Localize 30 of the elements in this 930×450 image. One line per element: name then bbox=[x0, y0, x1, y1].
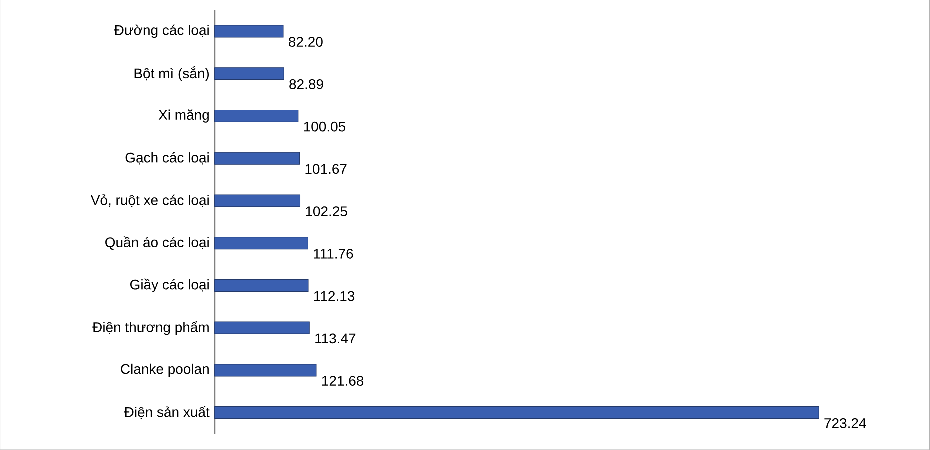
y-tick-label: Xi măng bbox=[158, 109, 209, 123]
data-label: 82.20 bbox=[289, 36, 323, 47]
y-tick-label: Bột mì (sắn) bbox=[134, 66, 209, 82]
bar bbox=[214, 364, 317, 377]
data-label: 121.68 bbox=[322, 376, 364, 386]
data-label: 112.13 bbox=[314, 291, 355, 302]
bar bbox=[214, 236, 308, 250]
bar bbox=[214, 67, 284, 80]
y-tick-label: Gạch các loại bbox=[126, 152, 209, 165]
data-label: 111.76 bbox=[314, 248, 354, 259]
y-tick-label: Vỏ, ruột xe các loại bbox=[90, 194, 209, 208]
y-tick-label: Quần áo các loại bbox=[106, 236, 209, 250]
bar bbox=[214, 25, 284, 38]
y-tick-label: Đường các loại bbox=[114, 24, 209, 38]
bar bbox=[214, 152, 300, 165]
y-tick-label: Clanke poolan bbox=[121, 364, 209, 377]
y-tick-label: Giầy các loại bbox=[130, 278, 209, 292]
data-label: 102.25 bbox=[306, 206, 348, 216]
data-label: 113.47 bbox=[316, 334, 356, 344]
y-tick-label: Điện thương phẩm bbox=[92, 320, 209, 336]
data-label: 100.05 bbox=[304, 122, 346, 132]
data-label: 723.24 bbox=[824, 418, 866, 428]
bar bbox=[214, 194, 301, 208]
data-label: 82.89 bbox=[290, 79, 324, 90]
bar bbox=[214, 322, 310, 334]
data-label: 101.67 bbox=[306, 164, 347, 174]
bar bbox=[214, 279, 309, 292]
y-tick-label: Điện sản xuất bbox=[124, 406, 210, 420]
bar bbox=[214, 110, 299, 122]
bar bbox=[214, 406, 820, 419]
